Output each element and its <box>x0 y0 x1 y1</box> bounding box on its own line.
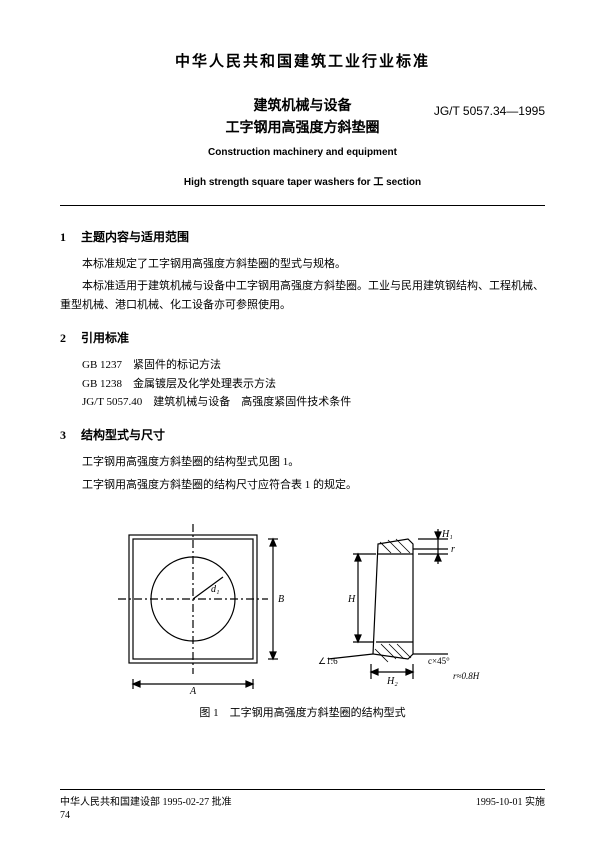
footer-implement: 1995-10-01 实施 <box>476 793 545 808</box>
dim-H: H <box>347 594 356 605</box>
angle-16: ∠1:6 <box>318 656 338 666</box>
dim-d1: d₁ <box>211 584 219 595</box>
dim-H1: H₁ <box>441 529 453 540</box>
section1-title: 主题内容与适用范围 <box>81 230 189 244</box>
title-cn-2: 工字钢用高强度方斜垫圈 <box>60 118 545 140</box>
dim-B: B <box>278 594 284 605</box>
separator <box>60 205 545 206</box>
ref2: GB 1238 金属镀层及化学处理表示方法 <box>82 375 545 394</box>
dim-c45: c×45° <box>428 656 450 666</box>
s1-para1: 本标准规定了工字钢用高强度方斜垫圈的型式与规格。 <box>60 255 545 274</box>
note-r: r≈0.8H <box>453 671 480 681</box>
page-number: 74 <box>60 810 545 821</box>
title-block: 建筑机械与设备 工字钢用高强度方斜垫圈 JG/T 5057.34—1995 <box>60 96 545 141</box>
ref1: GB 1237 紧固件的标记方法 <box>82 356 545 375</box>
section1-head: 1 主题内容与适用范围 <box>60 228 545 245</box>
dim-A: A <box>189 686 197 694</box>
ref3: JG/T 5057.40 建筑机械与设备 高强度紧固件技术条件 <box>82 393 545 412</box>
figure-caption: 图 1 工字钢用高强度方斜垫圈的结构型式 <box>60 704 545 720</box>
s3-para1: 工字钢用高强度方斜垫圈的结构型式见图 1。 <box>60 453 545 472</box>
section3-title: 结构型式与尺寸 <box>81 428 165 442</box>
dim-H2: H₂ <box>386 676 398 687</box>
section1-num: 1 <box>60 230 78 245</box>
footer: 中华人民共和国建设部 1995-02-27 批准 1995-10-01 实施 7… <box>60 789 545 821</box>
title-en-1: Construction machinery and equipment <box>60 145 545 161</box>
s1-para2: 本标准适用于建筑机械与设备中工字钢用高强度方斜垫圈。工业与民用建筑钢结构、工程机… <box>60 277 545 314</box>
s3-para2: 工字钢用高强度方斜垫圈的结构尺寸应符合表 1 的规定。 <box>60 476 545 495</box>
section2-title: 引用标准 <box>81 331 129 345</box>
figure-1: d₁ A B <box>60 514 545 720</box>
ref-list: GB 1237 紧固件的标记方法 GB 1238 金属镀层及化学处理表示方法 J… <box>82 356 545 412</box>
standard-code: JG/T 5057.34—1995 <box>434 104 545 118</box>
title-en-2: High strength square taper washers for 工… <box>60 175 545 191</box>
section3-head: 3 结构型式与尺寸 <box>60 426 545 443</box>
dim-r: r <box>451 544 455 555</box>
org-title: 中华人民共和国建筑工业行业标准 <box>60 50 545 71</box>
section2-head: 2 引用标准 <box>60 329 545 346</box>
section2-num: 2 <box>60 331 78 346</box>
section3-num: 3 <box>60 428 78 443</box>
figure-svg: d₁ A B <box>93 514 513 694</box>
footer-approve: 中华人民共和国建设部 1995-02-27 批准 <box>60 793 232 808</box>
